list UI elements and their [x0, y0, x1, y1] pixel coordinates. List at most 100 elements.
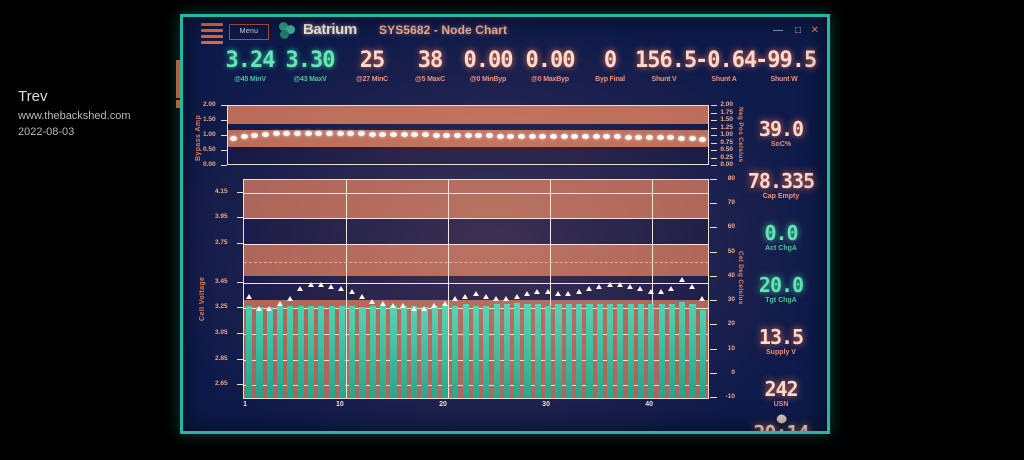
- cell-voltage-bar[interactable]: [266, 306, 273, 398]
- status-sidebar: Neg Pos Celsius Cel Deg Celsius 39.0 SoC%…: [735, 101, 827, 431]
- cell-voltage-plot[interactable]: [243, 179, 709, 399]
- cell-temp-marker: [678, 276, 685, 282]
- cell-voltage-bar[interactable]: [276, 305, 284, 398]
- cell-voltage-bar[interactable]: [452, 305, 459, 398]
- cell-voltage-bar[interactable]: [576, 304, 583, 398]
- watermark-url: www.thebackshed.com: [18, 110, 131, 122]
- cell-voltage-bar[interactable]: [349, 305, 356, 398]
- cell-voltage-bar[interactable]: [472, 305, 480, 398]
- cell-voltage-bar[interactable]: [431, 305, 438, 398]
- bypass-y-tick: 0.50: [203, 146, 216, 153]
- x-axis-tick: 1: [243, 401, 248, 408]
- readout-label: Shunt V: [651, 76, 677, 83]
- cell-voltage-bar[interactable]: [606, 304, 614, 398]
- bypass-data-point: [325, 131, 333, 137]
- cell-voltage-bar[interactable]: [411, 305, 418, 398]
- cell-voltage-bar[interactable]: [648, 304, 655, 398]
- cell-voltage-bar[interactable]: [338, 305, 346, 398]
- gear-icon[interactable]: [773, 411, 789, 427]
- readout-label: @0 MaxByp: [531, 76, 569, 83]
- cell-voltage-bar[interactable]: [359, 306, 366, 398]
- cell-temp-marker: [400, 303, 407, 309]
- readout-shunt-w: -99.5 Shunt W: [755, 49, 817, 84]
- horizontal-gridline: [244, 282, 708, 284]
- cell-voltage-bar[interactable]: [441, 305, 449, 398]
- bypass-data-point: [229, 135, 237, 141]
- bypass-y-tick-right: 2.00: [720, 101, 733, 108]
- cell-voltage-bar[interactable]: [565, 304, 572, 398]
- sidebar-stat-supply-v: 13.5 Supply V: [735, 325, 827, 357]
- cell-temp-marker: [658, 288, 665, 294]
- hamburger-menu-icon[interactable]: [201, 23, 223, 44]
- cell-temp-marker: [699, 296, 706, 302]
- temp-y-tick: 60: [727, 223, 735, 231]
- cell-voltage-bar[interactable]: [318, 305, 325, 398]
- sidebar-stat-label: Supply V: [766, 349, 796, 356]
- cell-voltage-bar[interactable]: [297, 305, 304, 398]
- cell-temp-marker: [410, 305, 417, 311]
- bypass-data-point: [549, 133, 557, 139]
- bypass-amp-plot[interactable]: [227, 105, 709, 165]
- bypass-data-point: [539, 133, 547, 139]
- cell-voltage-bar[interactable]: [679, 301, 686, 398]
- cell-voltage-bar[interactable]: [545, 305, 552, 398]
- bypass-data-point: [432, 132, 440, 138]
- readout-label: @5 MaxC: [415, 76, 445, 83]
- x-axis-tick: 40: [645, 401, 654, 408]
- cell-temp-marker: [503, 296, 510, 302]
- window-title: SYS5682 - Node Chart: [379, 23, 508, 37]
- cell-voltage-bar[interactable]: [699, 309, 706, 398]
- cell-voltage-bar[interactable]: [462, 304, 469, 398]
- cell-voltage-bar[interactable]: [287, 305, 294, 398]
- cell-voltage-bar[interactable]: [596, 304, 603, 398]
- bypass-data-point: [411, 132, 419, 138]
- cell-voltage-bar[interactable]: [637, 304, 645, 398]
- bezel-strip-upper: [176, 60, 183, 98]
- cell-voltage-bar[interactable]: [493, 304, 500, 398]
- cell-voltage-bar[interactable]: [483, 305, 490, 398]
- bypass-data-point: [315, 130, 323, 136]
- cell-voltage-bar[interactable]: [514, 303, 521, 398]
- vertical-gridline: [346, 180, 348, 398]
- bypass-band: [228, 106, 708, 124]
- cell-voltage-bar[interactable]: [328, 305, 335, 398]
- cell-voltage-bar[interactable]: [534, 304, 541, 398]
- cell-voltage-bar[interactable]: [400, 305, 407, 398]
- cell-voltage-bar[interactable]: [369, 305, 376, 398]
- sidebar-stat-usn: 242 USN: [735, 379, 827, 409]
- readout-shunt-v: 156.5 Shunt V: [635, 49, 697, 84]
- cell-voltage-bar[interactable]: [307, 305, 315, 398]
- temp-y-tickmark: [710, 227, 717, 229]
- maximize-icon[interactable]: □: [794, 25, 801, 36]
- cell-voltage-bar[interactable]: [689, 304, 696, 398]
- sidebar-stat-label: SoC%: [770, 141, 792, 148]
- sidebar-stat-value: 13.5: [758, 325, 804, 349]
- cell-voltage-bar[interactable]: [627, 304, 634, 398]
- menu-button[interactable]: Menu: [229, 24, 269, 40]
- cell-voltage-bar[interactable]: [421, 306, 428, 398]
- cell-voltage-bar[interactable]: [390, 305, 397, 398]
- cell-voltage-bar[interactable]: [555, 304, 562, 398]
- cell-voltage-bar[interactable]: [668, 304, 675, 398]
- cell-voltage-bar[interactable]: [524, 304, 531, 398]
- cell-voltage-bar[interactable]: [256, 306, 263, 398]
- cell-voltage-bar[interactable]: [586, 304, 593, 398]
- bypass-data-point: [261, 131, 269, 137]
- title-bar: Menu Batrium SYS5682 - Node Chart — □ ✕: [183, 17, 827, 45]
- bypass-data-point: [304, 130, 312, 136]
- temp-y-tickmark: [710, 397, 717, 398]
- cell-temp-marker: [286, 296, 293, 302]
- bypass-data-point: [603, 134, 611, 140]
- cell-voltage-bar[interactable]: [380, 305, 387, 398]
- temp-y-tick: 50: [727, 247, 735, 255]
- cell-voltage-bar[interactable]: [658, 304, 665, 398]
- bypass-data-point: [379, 131, 387, 137]
- minimize-icon[interactable]: —: [773, 25, 783, 36]
- cell-voltage-bar[interactable]: [246, 305, 253, 398]
- voltage-y-tick: 3.25: [215, 303, 228, 311]
- cell-voltage-bar[interactable]: [503, 304, 510, 398]
- voltage-y-tickmark: [237, 332, 243, 334]
- close-icon[interactable]: ✕: [810, 25, 819, 36]
- cell-voltage-bar[interactable]: [617, 304, 624, 398]
